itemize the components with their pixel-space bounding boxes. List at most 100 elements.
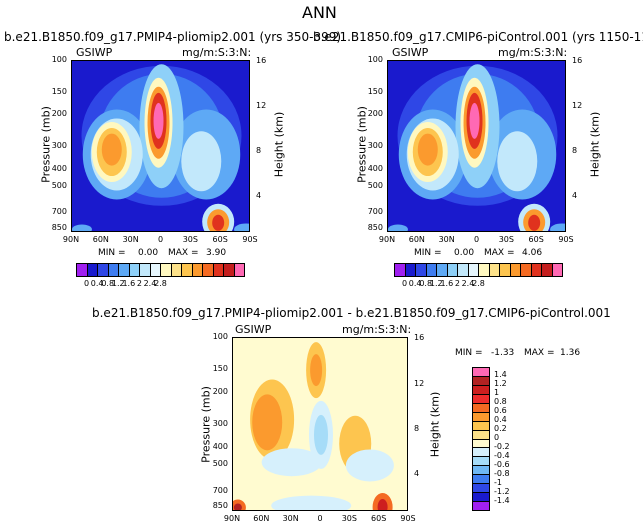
figure-title: ANN xyxy=(302,3,337,22)
y-tick-label: 150 xyxy=(367,86,383,96)
data-peak xyxy=(233,503,242,510)
panel-2-units: mg/m:S:3:N: xyxy=(498,46,568,59)
colorbar-swatch xyxy=(473,466,489,476)
x-tick-label: 60N xyxy=(92,235,109,244)
y-tick-label: 100 xyxy=(51,55,67,64)
colorbar-label: 2.4 xyxy=(461,279,475,288)
y2-tick-label: 16 xyxy=(414,333,425,343)
colorbar-swatch xyxy=(521,264,532,276)
x-tick-label: 60S xyxy=(528,235,544,244)
colorbar-label: -0.2 xyxy=(494,442,510,451)
colorbar-label: 0 xyxy=(494,433,500,442)
colorbar-label: 2 xyxy=(136,279,142,288)
colorbar-label: 1.2 xyxy=(494,379,507,388)
x-tick-label: 30S xyxy=(182,235,198,244)
x-tick-label: 60S xyxy=(371,514,387,523)
contour-band xyxy=(181,131,222,192)
y-tick-label: 850 xyxy=(367,222,383,232)
y2-tick-label: 12 xyxy=(572,101,583,111)
panel-3-left-label: GSIWP xyxy=(235,323,272,336)
panel-2-max-label: MAX = xyxy=(484,248,515,258)
panel-1-colorbar xyxy=(76,263,245,277)
y-tick-label: 400 xyxy=(51,163,67,173)
colorbar-swatch xyxy=(213,264,224,276)
colorbar-swatch xyxy=(473,484,489,494)
x-tick-label: 0 xyxy=(157,235,164,244)
data-peak xyxy=(377,499,388,510)
y-tick-label: 300 xyxy=(51,141,67,150)
panel-2-left-label: GSIWP xyxy=(392,46,429,59)
y2-tick-label: 4 xyxy=(572,190,578,200)
colorbar-swatch xyxy=(473,457,489,467)
colorbar-swatch xyxy=(489,264,500,276)
y2-tick-label: 8 xyxy=(572,145,578,155)
panel-3-max-label: MAX = xyxy=(524,348,555,358)
y2-tick-label: 8 xyxy=(414,423,420,433)
panel-1-title: b.e21.B1850.f09_g17.PMIP4-pliomip2.001 (… xyxy=(4,30,342,44)
colorbar-swatch xyxy=(77,264,88,276)
colorbar-label: 2.8 xyxy=(154,279,167,288)
y-tick-label: 500 xyxy=(367,180,383,190)
colorbar-swatch xyxy=(150,264,161,276)
y2-tick-label: 12 xyxy=(414,378,425,388)
colorbar-swatch xyxy=(473,376,489,386)
colorbar-swatch xyxy=(473,430,489,440)
colorbar-label: 0 xyxy=(84,279,90,288)
colorbar-label: 2.8 xyxy=(472,279,485,288)
colorbar-label: 2.4 xyxy=(143,279,157,288)
colorbar-swatch xyxy=(473,403,489,413)
colorbar-label: 1.2 xyxy=(429,279,443,288)
panel-1-min-value: 0.00 xyxy=(138,248,159,258)
panel-3-ylabel2: Height (km) xyxy=(428,391,442,458)
contour-band xyxy=(388,224,408,231)
y2-tick-label: 4 xyxy=(256,190,262,200)
y-tick-label: 500 xyxy=(51,180,67,190)
colorbar-swatch xyxy=(203,264,214,276)
y2-tick-label: 8 xyxy=(256,145,262,155)
contour-band xyxy=(417,133,438,166)
panel-3-colorbar xyxy=(472,367,490,511)
colorbar-swatch xyxy=(531,264,542,276)
colorbar-swatch xyxy=(405,264,416,276)
colorbar-label: -0.6 xyxy=(494,460,510,469)
contour-band xyxy=(550,223,565,231)
data-peak xyxy=(310,354,323,387)
y-tick-label: 200 xyxy=(212,386,228,396)
panel-1-max-label: MAX = xyxy=(168,248,199,258)
y-tick-label: 500 xyxy=(212,459,228,469)
y-tick-label: 100 xyxy=(212,332,228,341)
contour-band xyxy=(234,223,249,231)
colorbar-swatch xyxy=(458,264,469,276)
panel-3-plot xyxy=(232,337,408,511)
colorbar-label: 0.6 xyxy=(494,406,507,415)
data-peak xyxy=(252,394,283,451)
colorbar-swatch xyxy=(473,394,489,404)
y-tick-label: 300 xyxy=(212,419,228,428)
contour-band xyxy=(271,495,352,510)
y-tick-label: 400 xyxy=(367,163,383,173)
y-tick-label: 200 xyxy=(51,109,67,119)
y-tick-label: 100 xyxy=(367,55,383,64)
y2-tick-label: 16 xyxy=(572,56,583,66)
x-tick-label: 30S xyxy=(341,514,357,523)
panel-2-colorbar xyxy=(394,263,563,277)
colorbar-swatch xyxy=(542,264,553,276)
y-tick-label: 700 xyxy=(367,207,383,217)
contour-band xyxy=(101,133,122,166)
colorbar-swatch xyxy=(192,264,203,276)
panel-1-left-label: GSIWP xyxy=(76,46,113,59)
colorbar-swatch xyxy=(473,421,489,431)
colorbar-label: 0.8 xyxy=(101,279,115,288)
colorbar-swatch xyxy=(473,385,489,395)
data-peak xyxy=(528,214,541,231)
panel-1-plot xyxy=(71,60,250,232)
y-tick-label: 150 xyxy=(51,86,67,96)
y-tick-label: 850 xyxy=(212,501,228,511)
x-tick-label: 0 xyxy=(317,514,323,523)
contour-band xyxy=(261,448,322,477)
colorbar-swatch xyxy=(468,264,479,276)
y-tick-label: 850 xyxy=(51,222,67,232)
y2-tick-label: 16 xyxy=(256,56,267,66)
x-tick-label: 90N xyxy=(62,235,80,244)
colorbar-swatch xyxy=(224,264,235,276)
